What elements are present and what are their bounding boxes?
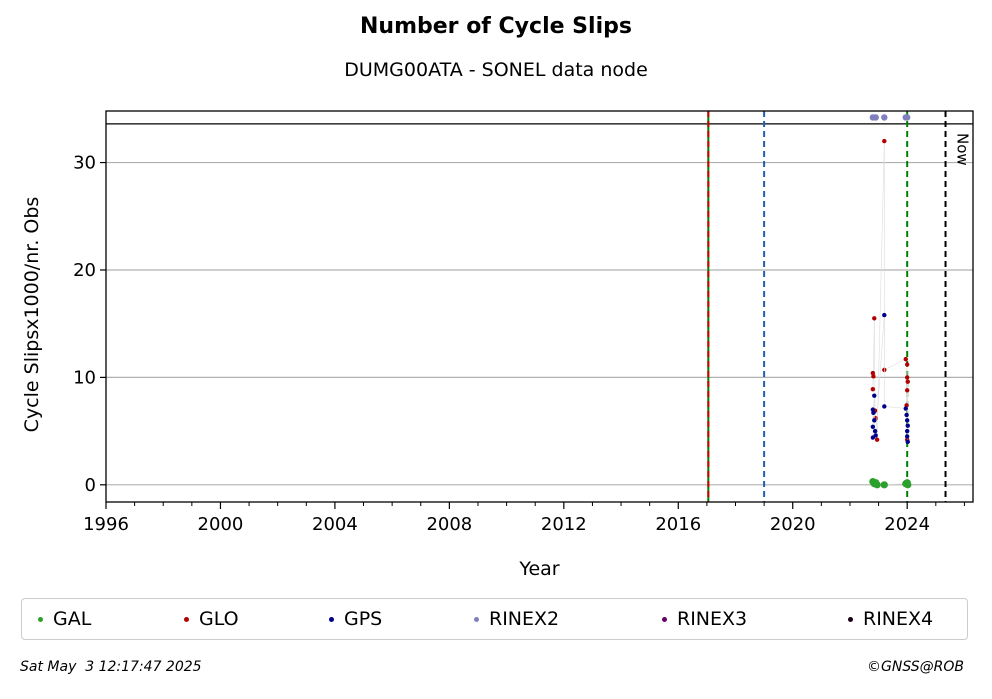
legend-marker: [184, 616, 189, 622]
data-point-gps: [871, 410, 876, 416]
data-point-glo: [874, 437, 880, 442]
data-point-rinex2: [872, 114, 879, 121]
generated-timestamp: Sat May 3 12:17:47 2025: [20, 659, 202, 675]
data-point-gps: [872, 428, 878, 434]
data-point-glo: [872, 316, 877, 321]
x-axis-label: Year: [518, 558, 559, 580]
chart-subtitle: DUMG00ATA - SONEL data node: [344, 59, 648, 81]
data-point-gps: [903, 406, 908, 411]
now-label: Now: [954, 133, 972, 166]
legend-marker: [474, 616, 479, 622]
series-trace-gps: [872, 315, 909, 442]
x-tick-label: 2020: [770, 514, 816, 535]
data-point-gps: [904, 418, 910, 423]
legend-item-gal: GAL: [38, 599, 91, 639]
legend: GAL GLO GPS RINEX2 RINEX3 RINEX4: [21, 598, 968, 640]
copyright-label: ©GNSS@ROB: [867, 659, 964, 675]
legend-item-rinex4: RINEX4: [848, 599, 933, 639]
data-point-glo: [903, 356, 908, 362]
data-point-rinex2: [903, 114, 911, 121]
data-point-gps: [882, 312, 887, 318]
y-axis-label: Cycle Slipsx1000/nr. Obs: [21, 197, 43, 433]
legend-item-rinex3: RINEX3: [662, 599, 747, 639]
data-point-gps: [872, 418, 877, 423]
legend-marker: [38, 616, 43, 622]
data-point-gps: [870, 424, 876, 430]
legend-label: GAL: [53, 608, 92, 630]
y-tick-label: 20: [73, 260, 96, 281]
legend-item-gps: GPS: [329, 599, 382, 639]
data-point-gal: [873, 481, 881, 489]
legend-marker: [662, 616, 667, 622]
legend-label: RINEX4: [863, 608, 934, 630]
x-tick-label: 2016: [655, 514, 701, 535]
data-point-gps: [872, 393, 877, 398]
x-tick-label: 2000: [198, 514, 244, 535]
series-trace-glo: [872, 141, 909, 440]
data-point-glo: [904, 388, 910, 393]
legend-label: GLO: [199, 608, 239, 630]
legend-label: GPS: [344, 608, 383, 630]
data-point-gps: [904, 434, 910, 439]
data-point-rinex2: [881, 114, 888, 121]
data-point-gps: [870, 435, 876, 440]
data-point-gps: [882, 404, 887, 409]
legend-label: RINEX2: [489, 608, 560, 630]
data-point-gps: [904, 412, 909, 418]
plot-frame: [105, 110, 974, 503]
y-tick-label: 0: [85, 475, 96, 496]
data-point-gps: [905, 423, 910, 428]
chart-title: Number of Cycle Slips: [360, 14, 632, 39]
data-point-glo: [882, 138, 887, 144]
data-point-gal: [904, 481, 912, 489]
legend-marker: [848, 616, 853, 622]
x-tick-label: 2008: [426, 514, 472, 535]
data-point-gal: [880, 481, 888, 489]
data-point-glo: [871, 374, 876, 379]
x-tick-label: 2024: [884, 514, 930, 535]
x-tick-label: 2012: [541, 514, 587, 535]
y-tick-label: 10: [73, 367, 96, 388]
x-tick-label: 1996: [83, 514, 129, 535]
data-point-gps: [905, 439, 910, 445]
data-point-gps: [904, 428, 910, 434]
y-tick-label: 30: [73, 153, 96, 174]
legend-item-rinex2: RINEX2: [474, 599, 559, 639]
data-point-glo: [904, 375, 910, 380]
data-point-glo: [904, 362, 910, 367]
data-point-glo: [905, 379, 910, 384]
legend-label: RINEX3: [677, 608, 748, 630]
legend-item-glo: GLO: [184, 599, 239, 639]
data-point-glo: [870, 387, 876, 392]
legend-marker: [329, 616, 334, 622]
x-tick-label: 2004: [312, 514, 358, 535]
